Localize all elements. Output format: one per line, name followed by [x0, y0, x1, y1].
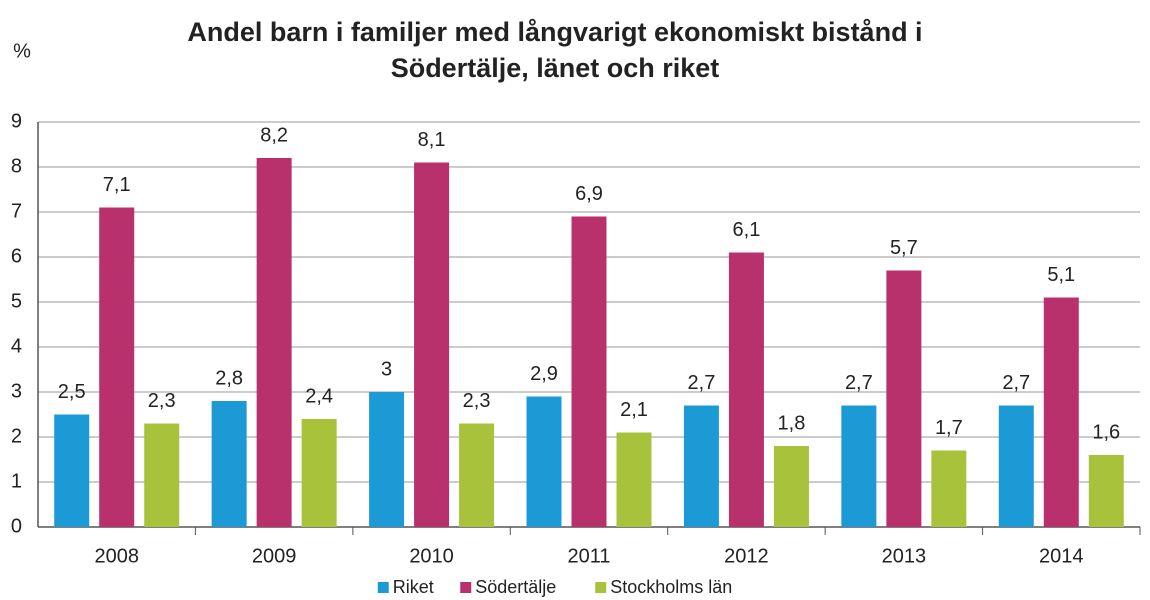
x-tick-label: 2010 [409, 545, 454, 567]
bar [54, 414, 90, 527]
x-tick-label: 2011 [567, 545, 610, 567]
data-label: 2,7 [1002, 372, 1030, 394]
data-label: 2,3 [148, 390, 176, 412]
y-tick-label: 2 [11, 425, 22, 447]
data-label: 6,1 [733, 219, 761, 241]
legend-label: Stockholms län [610, 577, 732, 597]
y-tick-label: 7 [11, 200, 22, 222]
legend-swatch [595, 582, 607, 593]
data-label: 5,7 [890, 237, 918, 259]
bar [144, 423, 180, 527]
bar [459, 423, 495, 527]
data-label: 5,1 [1047, 264, 1075, 286]
y-tick-label: 8 [11, 155, 22, 177]
y-axis-label: % [13, 40, 31, 62]
chart-title: Södertälje, länet och riket [391, 53, 720, 83]
x-tick-label: 2012 [724, 545, 769, 567]
bar [886, 270, 922, 527]
chart-title: Andel barn i familjer med långvarigt eko… [187, 17, 922, 47]
bar [931, 450, 967, 527]
bar [1088, 455, 1124, 527]
bar [301, 419, 337, 527]
y-tick-label: 0 [11, 515, 22, 537]
data-label: 8,1 [418, 129, 446, 151]
bar [99, 207, 135, 527]
y-tick-label: 4 [11, 335, 22, 357]
data-label: 2,1 [620, 399, 648, 421]
data-label: 1,8 [778, 412, 806, 434]
data-label: 2,7 [688, 372, 716, 394]
data-label: 1,7 [935, 417, 963, 439]
bar [571, 216, 607, 527]
legend-label: Riket [393, 577, 434, 597]
x-tick-label: 2014 [1039, 545, 1084, 567]
legend-swatch [460, 582, 472, 593]
data-label: 2,8 [215, 367, 243, 389]
bar [211, 401, 247, 527]
data-label: 2,5 [58, 381, 86, 403]
y-tick-label: 3 [11, 380, 22, 402]
bar [998, 405, 1034, 527]
bar [369, 392, 405, 527]
bar [773, 446, 809, 527]
data-label: 3 [381, 358, 392, 380]
legend-label: Södertälje [475, 577, 556, 597]
data-label: 2,7 [845, 372, 873, 394]
data-label: 6,9 [575, 183, 603, 205]
bar [728, 252, 764, 527]
bar [616, 432, 652, 527]
bar [1043, 297, 1079, 527]
x-tick-label: 2009 [252, 545, 297, 567]
bar [256, 158, 292, 527]
legend-swatch [377, 582, 389, 593]
data-label: 1,6 [1092, 421, 1120, 443]
data-label: 2,3 [463, 390, 491, 412]
data-label: 8,2 [260, 124, 288, 146]
data-label: 2,4 [305, 385, 333, 407]
y-tick-label: 1 [11, 470, 22, 492]
y-tick-label: 9 [11, 110, 22, 132]
data-label: 7,1 [103, 174, 131, 196]
y-tick-label: 6 [11, 245, 22, 267]
bar [414, 162, 450, 527]
y-tick-label: 5 [11, 290, 22, 312]
bar [841, 405, 877, 527]
data-label: 2,9 [530, 363, 558, 385]
x-tick-label: 2013 [882, 545, 927, 567]
bar [526, 396, 562, 527]
bar [683, 405, 719, 527]
x-tick-label: 2008 [94, 545, 139, 567]
